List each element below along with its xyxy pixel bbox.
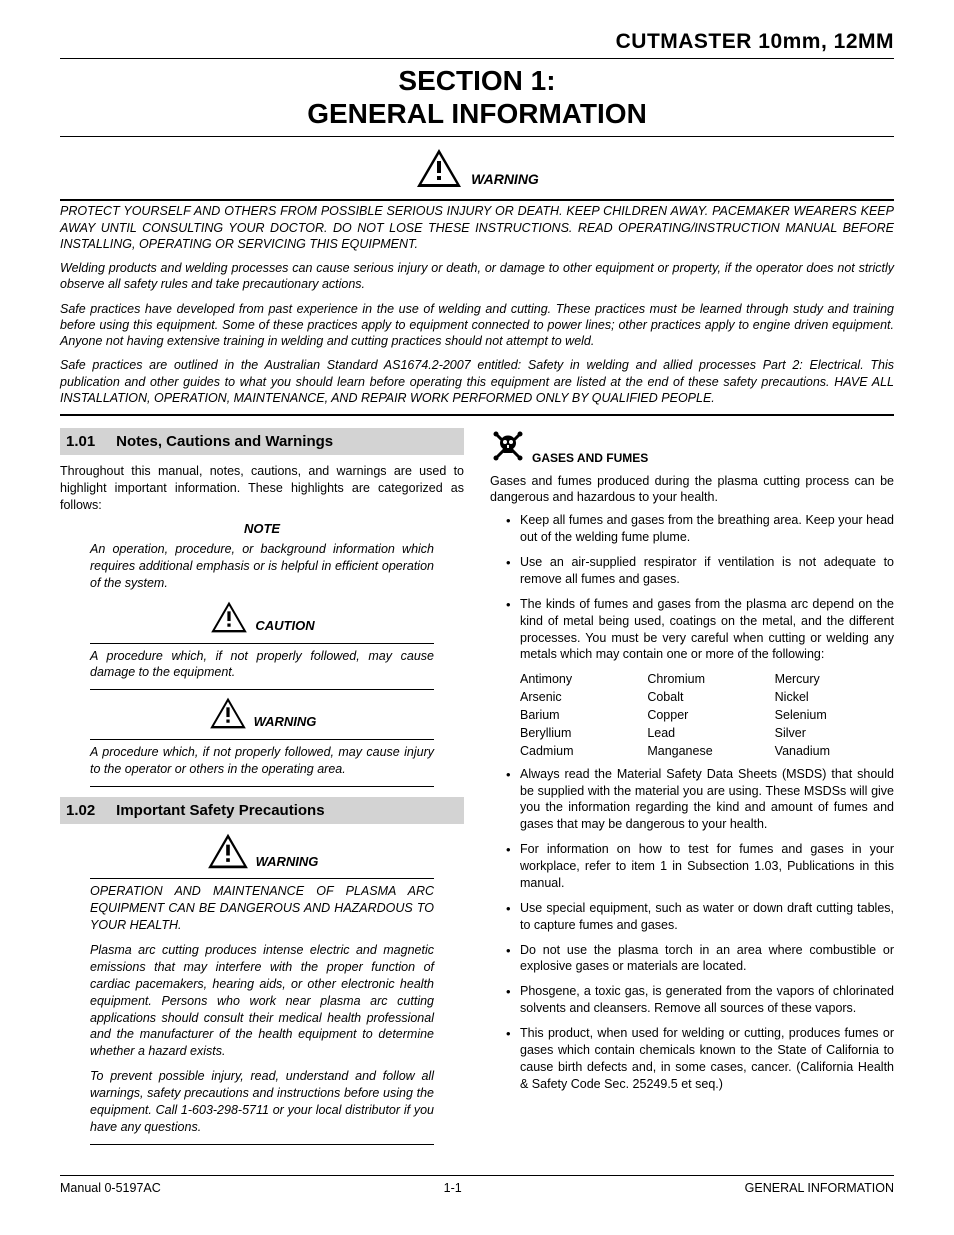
rule-warn102-bottom bbox=[90, 1144, 434, 1145]
skull-icon bbox=[490, 428, 526, 469]
metal: Silver bbox=[775, 725, 894, 742]
warning-row-102: WARNING bbox=[90, 832, 434, 875]
s102-p2: Plasma arc cutting produces intense elec… bbox=[90, 942, 434, 1060]
rule-warn-bottom bbox=[60, 414, 894, 416]
s102-p1: OPERATION AND MAINTENANCE OF PLASMA ARC … bbox=[90, 883, 434, 934]
note-label: NOTE bbox=[90, 520, 434, 538]
left-column: 1.01 Notes, Cautions and Warnings Throug… bbox=[60, 428, 464, 1155]
bullet-4: Always read the Material Safety Data She… bbox=[520, 766, 894, 834]
subhead-101-title: Notes, Cautions and Warnings bbox=[116, 433, 333, 450]
metal: Chromium bbox=[647, 671, 766, 688]
metal: Manganese bbox=[647, 743, 766, 760]
rule-warn102-top bbox=[90, 878, 434, 879]
rule-warn101-top bbox=[90, 739, 434, 740]
bullet-6: Use special equipment, such as water or … bbox=[520, 900, 894, 934]
right-column: GASES AND FUMES Gases and fumes produced… bbox=[490, 428, 894, 1155]
warning-label-101: WARNING bbox=[254, 713, 317, 735]
product-header: CUTMASTER 10mm, 12MM bbox=[60, 28, 894, 56]
bullet-3: The kinds of fumes and gases from the pl… bbox=[520, 596, 894, 664]
metal: Selenium bbox=[775, 707, 894, 724]
metal: Beryllium bbox=[520, 725, 639, 742]
note-text: An operation, procedure, or background i… bbox=[90, 541, 434, 592]
metal: Lead bbox=[647, 725, 766, 742]
subhead-102: 1.02 Important Safety Precautions bbox=[60, 797, 464, 824]
caution-text: A procedure which, if not properly follo… bbox=[90, 648, 434, 682]
warning-row-101: WARNING bbox=[90, 696, 434, 735]
warning-icon bbox=[415, 147, 463, 194]
s102-p3: To prevent possible injury, read, unders… bbox=[90, 1068, 434, 1136]
intro-p4: Safe practices are outlined in the Austr… bbox=[60, 357, 894, 406]
top-warning-row: WARNING bbox=[60, 147, 894, 194]
metal: Copper bbox=[647, 707, 766, 724]
section-title: SECTION 1: GENERAL INFORMATION bbox=[60, 65, 894, 129]
gases-heading-row: GASES AND FUMES bbox=[490, 428, 894, 469]
columns: 1.01 Notes, Cautions and Warnings Throug… bbox=[60, 428, 894, 1155]
gases-bullets: Keep all fumes and gases from the breath… bbox=[490, 512, 894, 663]
subhead-101: 1.01 Notes, Cautions and Warnings bbox=[60, 428, 464, 455]
metal: Vanadium bbox=[775, 743, 894, 760]
intro-p3: Safe practices have developed from past … bbox=[60, 301, 894, 350]
subhead-102-title: Important Safety Precautions bbox=[116, 802, 324, 819]
warning-icon bbox=[208, 696, 248, 735]
s101-intro: Throughout this manual, notes, cautions,… bbox=[60, 463, 464, 514]
caution-label: CAUTION bbox=[255, 617, 314, 639]
warning-label-102: WARNING bbox=[256, 853, 319, 875]
bullet-9: This product, when used for welding or c… bbox=[520, 1025, 894, 1093]
bullet-5: For information on how to test for fumes… bbox=[520, 841, 894, 892]
footer-center: 1-1 bbox=[444, 1180, 462, 1197]
top-warning-label: WARNING bbox=[471, 170, 539, 193]
metal: Antimony bbox=[520, 671, 639, 688]
metal: Cobalt bbox=[647, 689, 766, 706]
footer-left: Manual 0-5197AC bbox=[60, 1180, 161, 1197]
metal: Arsenic bbox=[520, 689, 639, 706]
caution-row: CAUTION bbox=[90, 600, 434, 639]
section-title-line1: SECTION 1: bbox=[398, 65, 555, 96]
metal: Barium bbox=[520, 707, 639, 724]
gases-heading: GASES AND FUMES bbox=[532, 450, 648, 468]
rule-caution-bottom bbox=[90, 689, 434, 690]
caution-icon bbox=[209, 600, 249, 639]
gases-intro: Gases and fumes produced during the plas… bbox=[490, 473, 894, 507]
subhead-102-num: 1.02 bbox=[66, 801, 112, 821]
bullet-7: Do not use the plasma torch in an area w… bbox=[520, 942, 894, 976]
note-block: NOTE An operation, procedure, or backgro… bbox=[90, 520, 434, 787]
metal: Cadmium bbox=[520, 743, 639, 760]
rule-warn-top bbox=[60, 199, 894, 201]
bullet-8: Phosgene, a toxic gas, is generated from… bbox=[520, 983, 894, 1017]
rule-caution-top bbox=[90, 643, 434, 644]
rule-warn101-bottom bbox=[90, 786, 434, 787]
metal: Nickel bbox=[775, 689, 894, 706]
footer-right: GENERAL INFORMATION bbox=[745, 1180, 894, 1197]
warning-text-101: A procedure which, if not properly follo… bbox=[90, 744, 434, 778]
gases-bullets-2: Always read the Material Safety Data She… bbox=[490, 766, 894, 1093]
s102-block: WARNING OPERATION AND MAINTENANCE OF PLA… bbox=[90, 832, 434, 1145]
metal: Mercury bbox=[775, 671, 894, 688]
page-footer: Manual 0-5197AC 1-1 GENERAL INFORMATION bbox=[60, 1175, 894, 1197]
bullet-2: Use an air-supplied respirator if ventil… bbox=[520, 554, 894, 588]
metals-grid: Antimony Chromium Mercury Arsenic Cobalt… bbox=[520, 671, 894, 759]
subhead-101-num: 1.01 bbox=[66, 432, 112, 452]
intro-p2: Welding products and welding processes c… bbox=[60, 260, 894, 293]
rule-title bbox=[60, 136, 894, 137]
warning-icon bbox=[206, 832, 250, 875]
rule-top bbox=[60, 58, 894, 59]
intro-p1: PROTECT YOURSELF AND OTHERS FROM POSSIBL… bbox=[60, 203, 894, 252]
intro-block: PROTECT YOURSELF AND OTHERS FROM POSSIBL… bbox=[60, 203, 894, 406]
section-title-line2: GENERAL INFORMATION bbox=[307, 98, 647, 129]
bullet-1: Keep all fumes and gases from the breath… bbox=[520, 512, 894, 546]
